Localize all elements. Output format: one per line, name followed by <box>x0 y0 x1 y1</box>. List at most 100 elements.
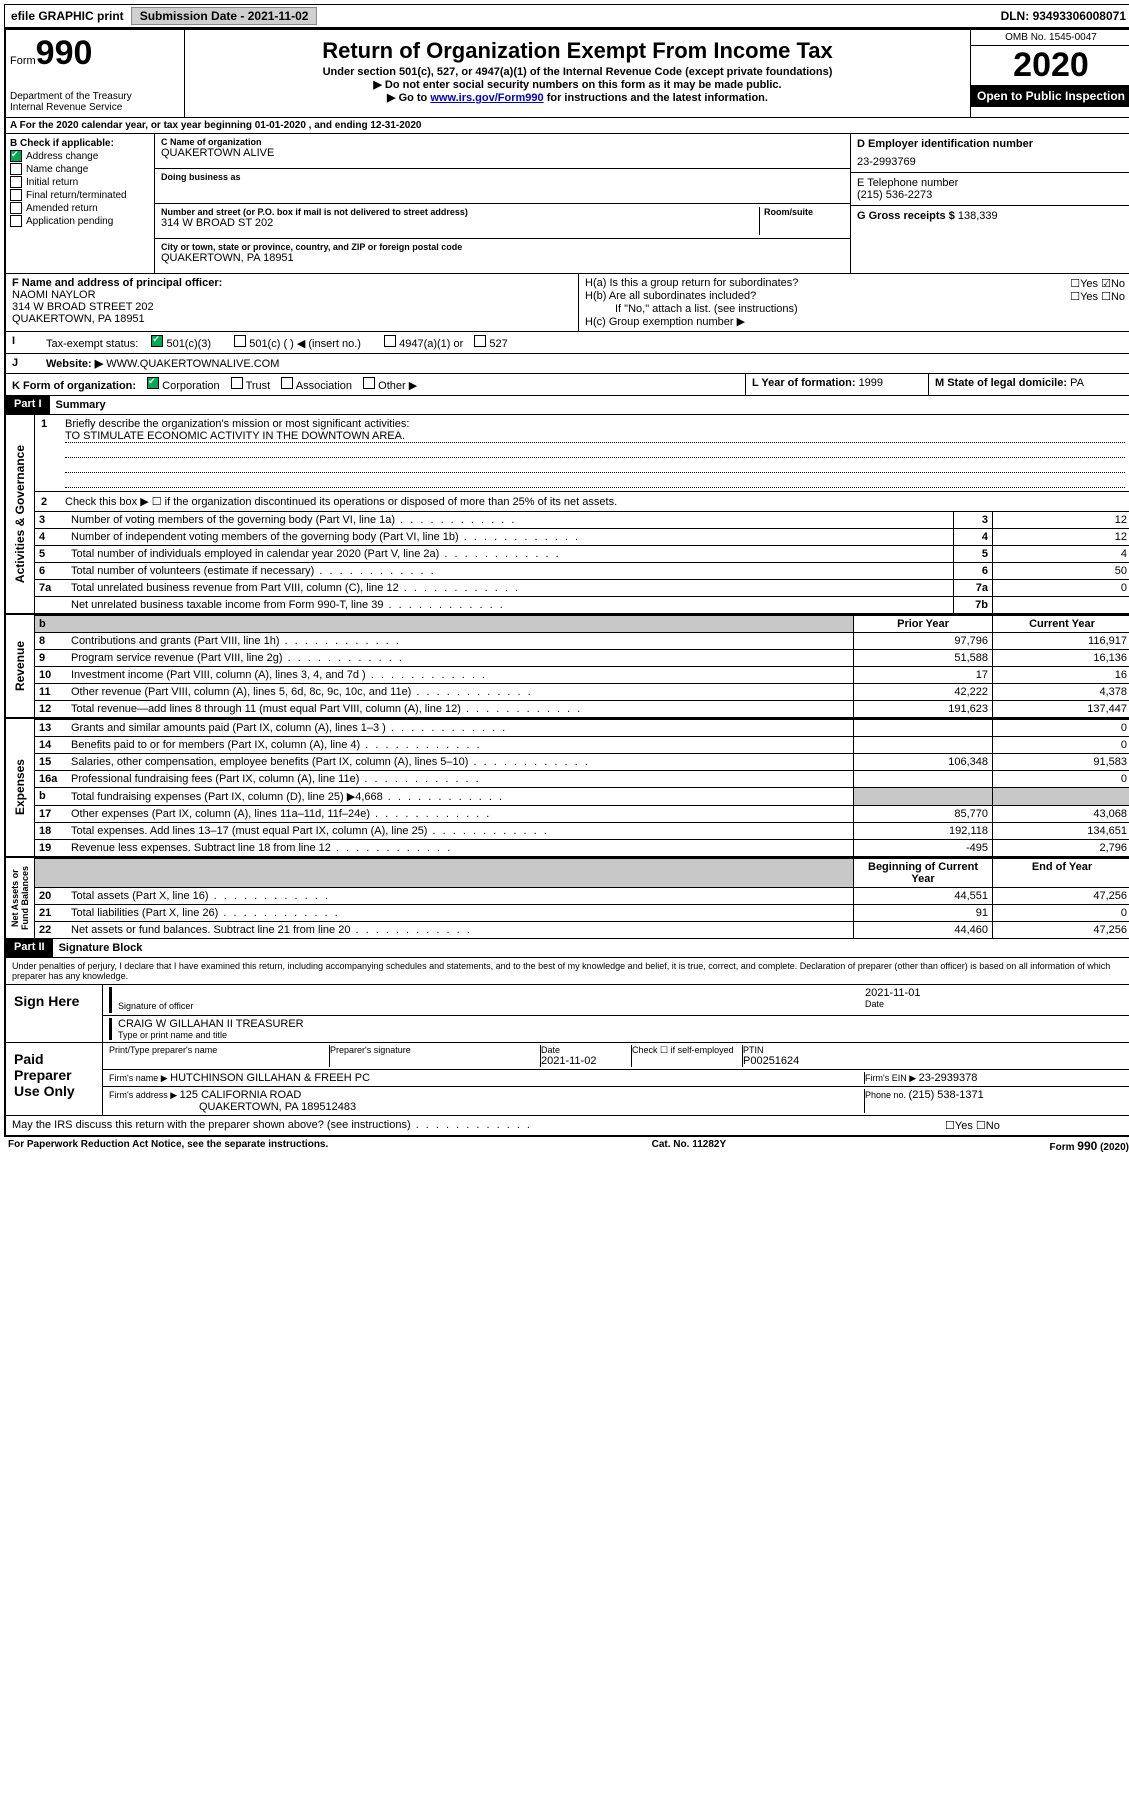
table-row: 21Total liabilities (Part X, line 26)910 <box>35 905 1129 922</box>
row-j-website: J Website: ▶ WWW.QUAKERTOWNALIVE.COM <box>6 354 1129 374</box>
prep-date: 2021-11-02 <box>541 1055 631 1067</box>
table-row: 22Net assets or fund balances. Subtract … <box>35 922 1129 939</box>
chk-501c3[interactable] <box>151 335 163 347</box>
subtitle-1: Under section 501(c), 527, or 4947(a)(1)… <box>191 66 964 78</box>
table-row: 6Total number of volunteers (estimate if… <box>35 563 1129 580</box>
chk-app-pending[interactable] <box>10 215 22 227</box>
tab-governance: Activities & Governance <box>6 415 35 613</box>
chk-4947[interactable] <box>384 335 396 347</box>
form-id-cell: Form990 Department of the Treasury Inter… <box>6 30 185 117</box>
submission-date-button[interactable]: Submission Date - 2021-11-02 <box>131 7 318 25</box>
table-row: 10Investment income (Part VIII, column (… <box>35 667 1129 684</box>
info-grid: B Check if applicable: Address change Na… <box>6 134 1129 274</box>
phone-value: (215) 536-2273 <box>857 189 1125 201</box>
form-container: Form990 Department of the Treasury Inter… <box>4 28 1129 1137</box>
year-formation: 1999 <box>859 377 883 389</box>
table-row: 15Salaries, other compensation, employee… <box>35 754 1129 771</box>
tax-year: 2020 <box>971 46 1129 85</box>
state-domicile: PA <box>1070 377 1084 389</box>
expenses-table: 13Grants and similar amounts paid (Part … <box>35 719 1129 856</box>
form-header: Form990 Department of the Treasury Inter… <box>6 30 1129 118</box>
table-row: 8Contributions and grants (Part VIII, li… <box>35 633 1129 650</box>
section-netassets: Net Assets or Fund Balances Beginning of… <box>6 858 1129 939</box>
col-b-checkboxes: B Check if applicable: Address change Na… <box>6 134 155 273</box>
table-row: 19Revenue less expenses. Subtract line 1… <box>35 840 1129 857</box>
table-row: 7aTotal unrelated business revenue from … <box>35 580 1129 597</box>
table-row: 3Number of voting members of the governi… <box>35 512 1129 529</box>
chk-address-change[interactable] <box>10 150 22 162</box>
table-row: 12Total revenue—add lines 8 through 11 (… <box>35 701 1129 718</box>
table-row: 14Benefits paid to or for members (Part … <box>35 737 1129 754</box>
year-cell: OMB No. 1545-0047 2020 Open to Public In… <box>970 30 1129 117</box>
perjury-declaration: Under penalties of perjury, I declare th… <box>6 958 1129 985</box>
gross-receipts: 138,339 <box>958 210 998 222</box>
section-expenses: Expenses 13Grants and similar amounts pa… <box>6 719 1129 858</box>
chk-corp[interactable] <box>147 377 159 389</box>
table-row: 16aProfessional fundraising fees (Part I… <box>35 771 1129 788</box>
table-row: bTotal fundraising expenses (Part IX, co… <box>35 788 1129 806</box>
tab-expenses: Expenses <box>6 719 35 856</box>
chk-final-return[interactable] <box>10 189 22 201</box>
chk-assoc[interactable] <box>281 377 293 389</box>
row-a-taxyear: A For the 2020 calendar year, or tax yea… <box>6 118 1129 134</box>
subtitle-2: Do not enter social security numbers on … <box>191 78 964 91</box>
sign-here-block: Sign Here Signature of officer 2021-11-0… <box>6 985 1129 1043</box>
col-d-contact: D Employer identification number 23-2993… <box>850 134 1129 273</box>
firm-name: HUTCHINSON GILLAHAN & FREEH PC <box>170 1072 370 1084</box>
omb-number: OMB No. 1545-0047 <box>971 30 1129 46</box>
chk-other[interactable] <box>363 377 375 389</box>
chk-initial-return[interactable] <box>10 176 22 188</box>
dln-label: DLN: 93493306008071 <box>995 7 1129 25</box>
table-row: 11Other revenue (Part VIII, column (A), … <box>35 684 1129 701</box>
governance-table: 3Number of voting members of the governi… <box>35 511 1129 613</box>
subtitle-3: Go to www.irs.gov/Form990 for instructio… <box>191 91 964 104</box>
paid-preparer-block: Paid Preparer Use Only Print/Type prepar… <box>6 1043 1129 1116</box>
form-title: Return of Organization Exempt From Incom… <box>191 38 964 64</box>
table-row: 20Total assets (Part X, line 16)44,55147… <box>35 888 1129 905</box>
table-row: 17Other expenses (Part IX, column (A), l… <box>35 806 1129 823</box>
table-row: 9Program service revenue (Part VIII, lin… <box>35 650 1129 667</box>
top-bar: efile GRAPHIC print Submission Date - 20… <box>4 4 1129 28</box>
efile-label: efile GRAPHIC print <box>5 7 130 25</box>
ptin-value: P00251624 <box>743 1055 1125 1067</box>
table-row: 5Total number of individuals employed in… <box>35 546 1129 563</box>
row-i-status: I Tax-exempt status: 501(c)(3) 501(c) ( … <box>6 332 1129 354</box>
firm-phone: (215) 538-1371 <box>909 1089 984 1101</box>
firm-ein: 23-2939378 <box>919 1072 978 1084</box>
chk-527[interactable] <box>474 335 486 347</box>
dept-label: Department of the Treasury Internal Reve… <box>10 91 180 113</box>
chk-amended[interactable] <box>10 202 22 214</box>
sign-date: 2021-11-01 <box>865 987 1125 999</box>
col-c-orginfo: C Name of organization QUAKERTOWN ALIVE … <box>155 134 850 273</box>
tab-netassets: Net Assets or Fund Balances <box>6 858 35 938</box>
discuss-row: May the IRS discuss this return with the… <box>6 1116 1129 1135</box>
chk-501c[interactable] <box>234 335 246 347</box>
form-number: 990 <box>36 34 93 72</box>
table-row: 18Total expenses. Add lines 13–17 (must … <box>35 823 1129 840</box>
section-revenue: Revenue bPrior YearCurrent Year 8Contrib… <box>6 615 1129 719</box>
part2-header: Part II Signature Block <box>6 939 1129 958</box>
org-city: QUAKERTOWN, PA 18951 <box>161 252 844 264</box>
netassets-table: Beginning of Current YearEnd of Year 20T… <box>35 858 1129 938</box>
table-row: 4Number of independent voting members of… <box>35 529 1129 546</box>
row-klm: K Form of organization: Corporation Trus… <box>6 374 1129 396</box>
revenue-table: bPrior YearCurrent Year 8Contributions a… <box>35 615 1129 717</box>
tab-revenue: Revenue <box>6 615 35 717</box>
inspection-badge: Open to Public Inspection <box>971 85 1129 107</box>
title-cell: Return of Organization Exempt From Incom… <box>185 30 970 117</box>
page-footer: For Paperwork Reduction Act Notice, see … <box>4 1137 1129 1155</box>
part1-header: Part I Summary <box>6 396 1129 415</box>
website-value: WWW.QUAKERTOWNALIVE.COM <box>103 358 279 370</box>
officer-typed-name: CRAIG W GILLAHAN II TREASURER <box>118 1018 1125 1030</box>
table-row: 13Grants and similar amounts paid (Part … <box>35 720 1129 737</box>
officer-name: NAOMI NAYLOR <box>12 289 572 301</box>
row-fh: F Name and address of principal officer:… <box>6 274 1129 332</box>
irs-link[interactable]: www.irs.gov/Form990 <box>430 92 543 104</box>
table-row: Net unrelated business taxable income fr… <box>35 597 1129 614</box>
org-name: QUAKERTOWN ALIVE <box>161 147 844 159</box>
chk-name-change[interactable] <box>10 163 22 175</box>
org-address: 314 W BROAD ST 202 <box>161 217 759 229</box>
mission-text: TO STIMULATE ECONOMIC ACTIVITY IN THE DO… <box>65 430 1125 443</box>
chk-trust[interactable] <box>231 377 243 389</box>
section-governance: Activities & Governance 1Briefly describ… <box>6 415 1129 615</box>
